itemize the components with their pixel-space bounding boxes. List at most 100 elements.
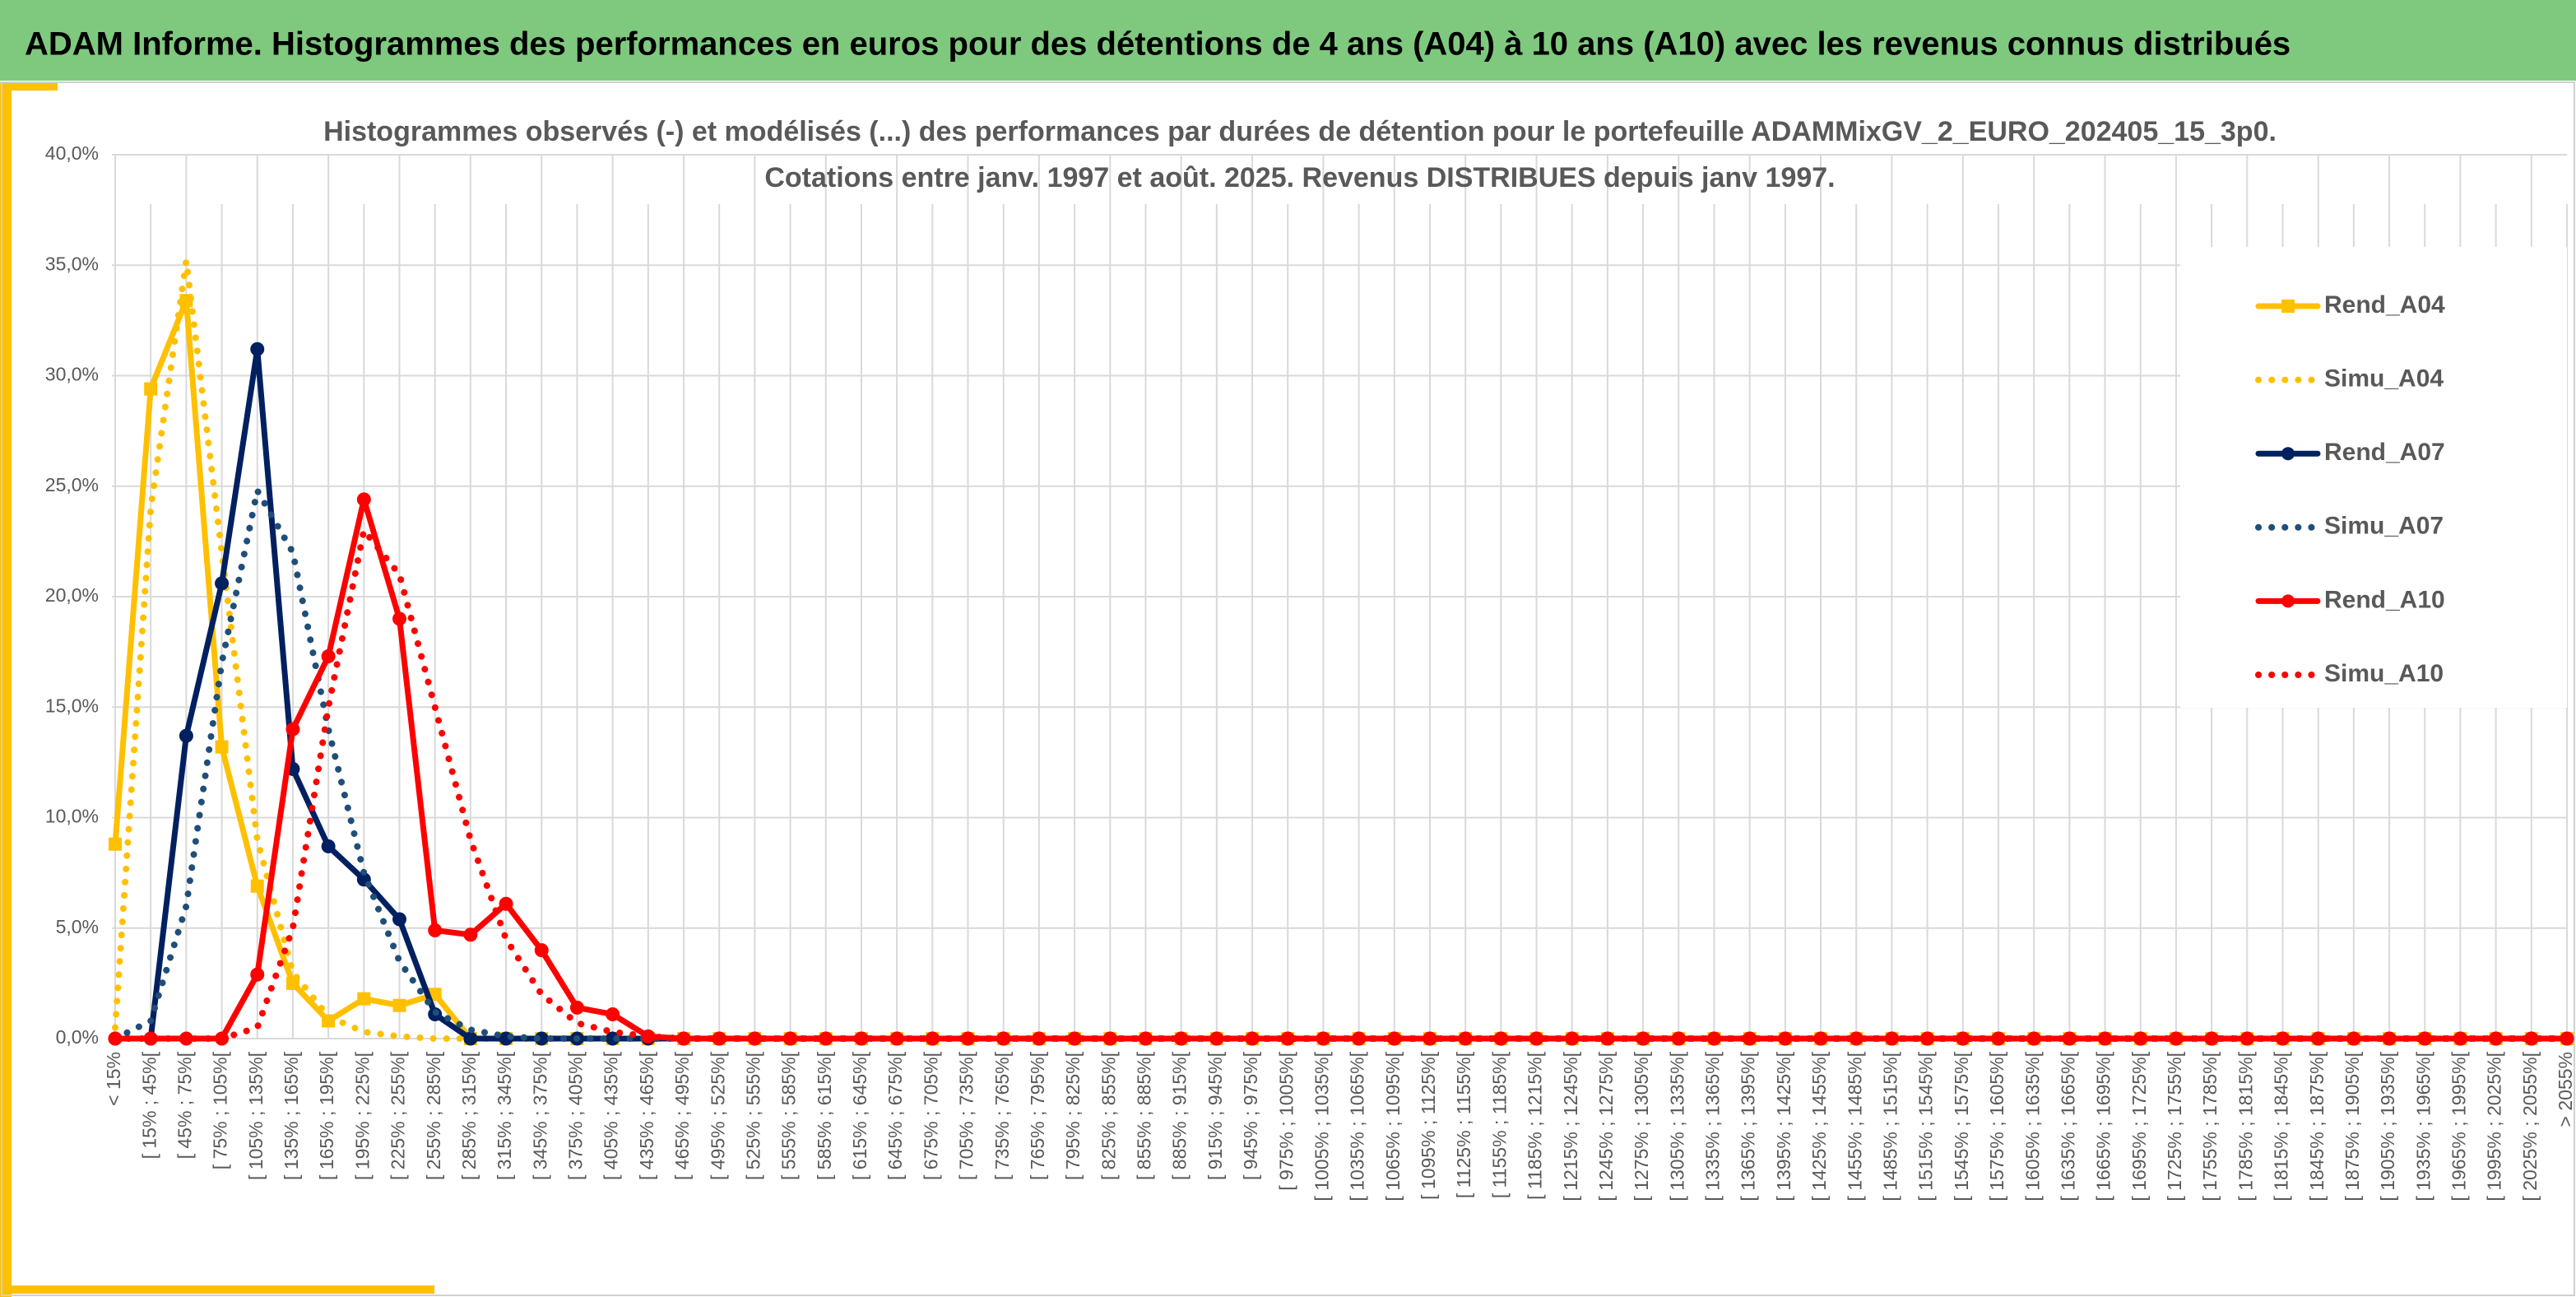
chart-title: Histogrammes observés (-) et modélisés (… bbox=[323, 116, 2277, 147]
x-tick-label: [ 1245% ; 1275%[ bbox=[1595, 1051, 1617, 1201]
x-tick-label: [ 1275% ; 1305%[ bbox=[1631, 1051, 1652, 1201]
x-tick-label: [ 1665% ; 1695%[ bbox=[2093, 1051, 2114, 1201]
x-tick-label: [ 1335% ; 1365%[ bbox=[1702, 1051, 1724, 1201]
x-tick-label: [ 405% ; 435%[ bbox=[601, 1051, 622, 1180]
left-accent bbox=[0, 82, 12, 1297]
x-tick-label: [ 1065% ; 1095%[ bbox=[1382, 1051, 1404, 1201]
x-tick-label: [ 1305% ; 1335%[ bbox=[1666, 1051, 1687, 1201]
y-tick-label: 15,0% bbox=[45, 695, 99, 716]
x-tick-label: [ 225% ; 255%[ bbox=[388, 1051, 409, 1180]
x-tick-label: [ 915% ; 945%[ bbox=[1204, 1051, 1226, 1180]
marker bbox=[215, 576, 230, 591]
marker bbox=[356, 492, 371, 507]
x-tick-label: [ 615% ; 645%[ bbox=[849, 1051, 870, 1180]
series-line bbox=[112, 527, 2570, 1042]
x-tick-label: [ 435% ; 465%[ bbox=[636, 1051, 657, 1180]
y-tick-label: 10,0% bbox=[45, 806, 99, 827]
marker bbox=[463, 1031, 478, 1046]
y-tick-label: 30,0% bbox=[45, 364, 99, 385]
x-tick-label: [ 975% ; 1005%[ bbox=[1275, 1051, 1297, 1190]
x-tick-label: [ 1545% ; 1575%[ bbox=[1951, 1051, 1972, 1201]
y-tick-label: 5,0% bbox=[56, 916, 99, 937]
x-tick-label: [ 825% ; 855%[ bbox=[1098, 1051, 1119, 1180]
x-tick-label: [ 285% ; 315%[ bbox=[458, 1051, 480, 1180]
x-tick-label: [ 45% ; 75%[ bbox=[174, 1051, 195, 1159]
marker bbox=[285, 722, 300, 737]
x-tick-label: [ 1605% ; 1635%[ bbox=[2021, 1051, 2043, 1201]
legend-marker bbox=[2281, 447, 2295, 461]
x-tick-label: [ 1035% ; 1065%[ bbox=[1347, 1051, 1368, 1201]
x-tick-label: [ 675% ; 705%[ bbox=[920, 1051, 941, 1180]
x-tick-label: [ 375% ; 405%[ bbox=[565, 1051, 587, 1180]
marker bbox=[250, 879, 264, 893]
marker bbox=[428, 923, 443, 937]
legend-marker bbox=[2281, 300, 2295, 313]
x-tick-label: [ 645% ; 675%[ bbox=[884, 1051, 906, 1180]
marker bbox=[569, 1000, 584, 1015]
marker bbox=[534, 943, 549, 958]
y-tick-label: 0,0% bbox=[56, 1026, 99, 1048]
x-tick-label: [ 525% ; 555%[ bbox=[742, 1051, 764, 1180]
x-tick-label: [ 855% ; 885%[ bbox=[1134, 1051, 1155, 1180]
chart-border bbox=[1, 81, 2575, 1296]
legend-label: Simu_A10 bbox=[2324, 660, 2444, 687]
x-tick-label: [ 1125% ; 1155%[ bbox=[1453, 1051, 1474, 1198]
y-tick-label: 35,0% bbox=[45, 253, 99, 274]
header-title: ADAM Informe. Histogrammes des performan… bbox=[25, 26, 2291, 63]
x-tick-label: [ 1695% ; 1725%[ bbox=[2128, 1051, 2150, 1201]
x-tick-label: [ 555% ; 585%[ bbox=[778, 1051, 800, 1180]
marker bbox=[321, 839, 336, 853]
x-tick-label: < 15% bbox=[103, 1052, 124, 1106]
x-tick-label: [ 1635% ; 1665%[ bbox=[2057, 1051, 2078, 1201]
marker bbox=[392, 998, 406, 1012]
x-tick-label: [ 75% ; 105%[ bbox=[210, 1051, 231, 1169]
x-tick-label: [ 315% ; 345%[ bbox=[494, 1051, 515, 1180]
x-tick-label: [ 1365% ; 1395%[ bbox=[1738, 1051, 1759, 1201]
x-tick-label: [ 1485% ; 1515%[ bbox=[1879, 1051, 1901, 1201]
x-tick-label: [ 795% ; 825%[ bbox=[1062, 1051, 1084, 1180]
marker bbox=[250, 342, 265, 356]
header-bar bbox=[0, 0, 2576, 81]
x-tick-label: [ 885% ; 915%[ bbox=[1169, 1051, 1191, 1180]
x-tick-label: [ 15% ; 45%[ bbox=[138, 1051, 160, 1159]
legend-marker bbox=[2281, 594, 2295, 608]
x-tick-label: > 2055% bbox=[2555, 1052, 2576, 1127]
y-tick-label: 25,0% bbox=[45, 474, 99, 495]
x-tick-label: [ 135% ; 165%[ bbox=[281, 1051, 302, 1180]
marker bbox=[215, 740, 229, 754]
marker bbox=[179, 728, 193, 743]
x-tick-label: [ 255% ; 285%[ bbox=[423, 1051, 444, 1180]
x-tick-label: [ 1515% ; 1545%[ bbox=[1915, 1051, 1937, 1201]
marker bbox=[606, 1006, 620, 1021]
top-accent bbox=[0, 82, 58, 91]
x-tick-label: [ 1905% ; 1935%[ bbox=[2377, 1051, 2398, 1201]
marker bbox=[357, 992, 371, 1006]
marker bbox=[392, 611, 407, 626]
x-tick-label: [ 1425% ; 1455%[ bbox=[1808, 1051, 1830, 1201]
y-tick-label: 40,0% bbox=[45, 142, 99, 164]
x-tick-label: [ 1395% ; 1425%[ bbox=[1773, 1051, 1794, 1201]
marker bbox=[392, 912, 407, 927]
x-tick-label: [ 1845% ; 1875%[ bbox=[2306, 1051, 2328, 1201]
x-tick-label: [ 1215% ; 1245%[ bbox=[1560, 1051, 1581, 1201]
x-tick-label: [ 1095% ; 1125%[ bbox=[1418, 1051, 1439, 1199]
legend-label: Simu_A04 bbox=[2324, 365, 2444, 393]
marker bbox=[499, 896, 513, 911]
plot: < 15% [ 15% ; 45%[ [ 45% ; 75%[ [ 75% ; 105… bbox=[45, 142, 2576, 1202]
legend-label: Rend_A04 bbox=[2324, 291, 2445, 318]
legend-label: Rend_A10 bbox=[2324, 586, 2445, 613]
x-tick-label: [ 1455% ; 1485%[ bbox=[1844, 1051, 1865, 1201]
marker bbox=[250, 967, 265, 982]
x-tick-label: [ 1725% ; 1755%[ bbox=[2164, 1051, 2185, 1201]
x-tick-label: [ 1935% ; 1965%[ bbox=[2412, 1051, 2434, 1201]
x-tick-label: [ 585% ; 615%[ bbox=[814, 1051, 835, 1180]
x-tick-label: [ 735% ; 765%[ bbox=[991, 1051, 1013, 1180]
x-tick-label: [ 1575% ; 1605%[ bbox=[1986, 1051, 2007, 1201]
x-tick-label: [ 2025% ; 2055%[ bbox=[2519, 1051, 2541, 1201]
x-tick-label: [ 495% ; 525%[ bbox=[707, 1051, 728, 1180]
marker bbox=[321, 648, 336, 663]
x-tick-label: [ 345% ; 375%[ bbox=[529, 1051, 550, 1180]
y-tick-label: 20,0% bbox=[45, 584, 99, 606]
x-tick-label: [ 1785% ; 1815%[ bbox=[2235, 1051, 2256, 1201]
x-tick-label: [ 195% ; 225%[ bbox=[351, 1051, 373, 1180]
